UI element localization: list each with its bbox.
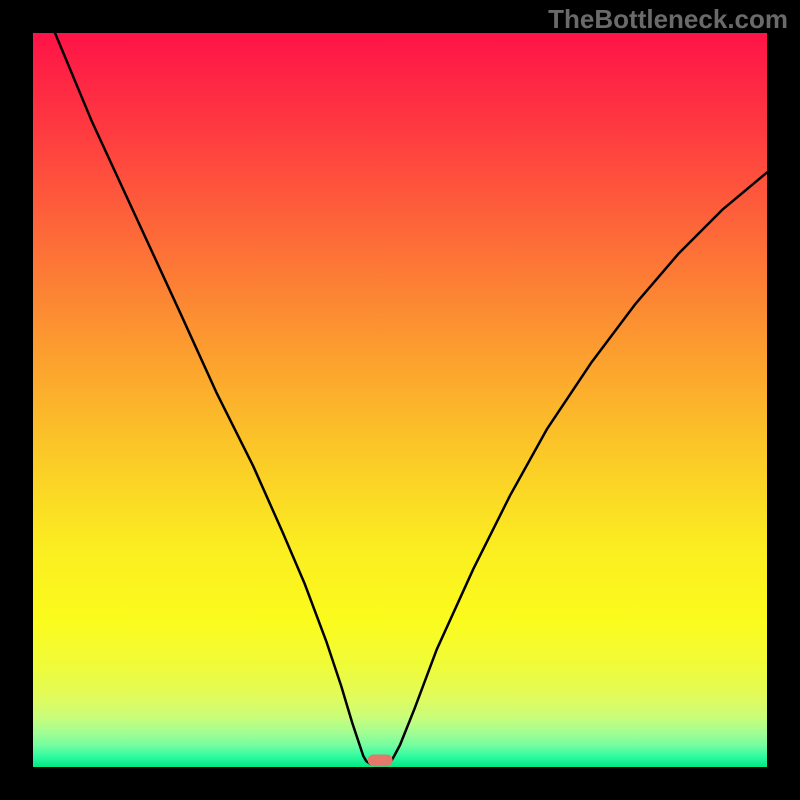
optimal-marker [368, 755, 393, 767]
watermark-text: TheBottleneck.com [548, 4, 788, 35]
bottleneck-chart [0, 0, 800, 800]
plot-background [33, 33, 767, 767]
